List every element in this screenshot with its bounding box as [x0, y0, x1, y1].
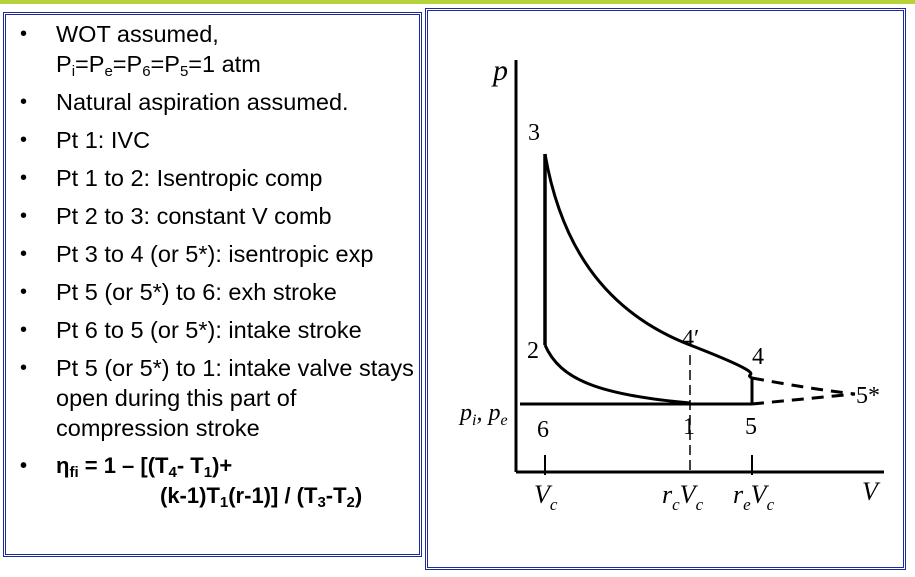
point-label-6: 6: [537, 417, 549, 443]
point-label-4prime: 4′: [682, 326, 699, 352]
exhaust-dash-5-5star: [751, 392, 856, 406]
expansion-curve-3-4: [543, 153, 753, 380]
list-item: Pt 5 (or 5*) to 1: intake valve stays op…: [20, 353, 420, 443]
bullet-text: Pt 1: IVC: [56, 127, 151, 153]
bullet-text: Natural aspiration assumed.: [56, 89, 349, 115]
efficiency-formula: ηfi = 1 – [(T4- T1)+ (k-1)T1(r-1)] / (T3…: [20, 451, 420, 511]
pressure-equality: Pi=Pe=P6=P5=1 atm: [56, 51, 261, 80]
y-axis-label: p: [491, 54, 508, 87]
list-item: Pt 3 to 4 (or 5*): isentropic exp: [20, 239, 420, 269]
list-item: Pt 2 to 3: constant V comb: [20, 201, 420, 231]
point-label-2: 2: [527, 338, 539, 364]
pv-diagram: p V pi, pe 3 2 4′ 4 5* 6 1 5 Vc rcVc reV…: [458, 54, 884, 514]
top-accent-rule: [0, 0, 915, 4]
compression-curve-1-2: [543, 344, 691, 405]
bullet-text: Pt 3 to 4 (or 5*): isentropic exp: [56, 241, 374, 267]
point-label-1: 1: [683, 414, 695, 440]
list-item: Pt 1 to 2: Isentropic comp: [20, 163, 420, 193]
point-label-4: 4: [752, 344, 764, 370]
text-panel-frame: [3, 12, 422, 557]
tick-label-rcvc: rcVc: [662, 480, 704, 514]
bullet-text: WOT assumed,: [56, 21, 219, 47]
list-item: Pt 6 to 5 (or 5*): intake stroke: [20, 315, 420, 345]
x-axis-label: V: [862, 477, 881, 506]
list-item: Pt 5 (or 5*) to 6: exh stroke: [20, 277, 420, 307]
tick-label-vc: Vc: [534, 480, 558, 514]
point-label-5: 5: [745, 414, 757, 440]
point-label-5star: 5*: [856, 383, 880, 409]
bullet-text: Pt 5 (or 5*) to 1: intake valve stays op…: [56, 355, 414, 441]
bullet-text: Pt 1 to 2: Isentropic comp: [56, 165, 323, 191]
list-item: WOT assumed, Pi=Pe=P6=P5=1 atm: [20, 19, 420, 79]
list-item: Natural aspiration assumed.: [20, 87, 420, 117]
bullet-text: Pt 6 to 5 (or 5*): intake stroke: [56, 317, 362, 343]
diagram-panel-frame: [425, 8, 906, 570]
bullet-text: Pt 2 to 3: constant V comb: [56, 203, 332, 229]
point-label-3: 3: [528, 120, 540, 146]
bullet-text: Pt 5 (or 5*) to 6: exh stroke: [56, 279, 337, 305]
tick-label-revc: reVc: [733, 480, 775, 514]
list-item: Pt 1: IVC: [20, 125, 420, 155]
assumption-list: WOT assumed, Pi=Pe=P6=P5=1 atm Natural a…: [20, 19, 420, 519]
pressure-axis-label: pi, pe: [458, 400, 508, 429]
overexpansion-dash-4-5star: [751, 376, 856, 396]
